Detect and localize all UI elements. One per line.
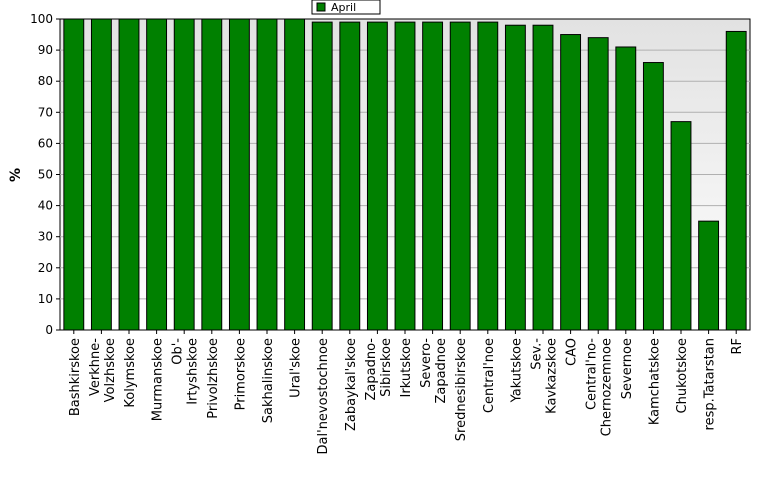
x-tick-label: Ural'skoe — [289, 338, 304, 398]
y-tick-label: 0 — [45, 323, 53, 337]
x-tick-label: Zabaykal'skoe — [344, 338, 359, 431]
x-tick-label: Bashkirskoe — [68, 338, 83, 416]
x-tick-label: Sev.- — [530, 338, 545, 370]
bar — [173, 18, 195, 331]
x-tick-label: Central'noe — [482, 338, 497, 413]
x-tick-label: Kamchatskoe — [647, 338, 662, 425]
y-tick-label: 100 — [30, 12, 53, 26]
bar — [311, 21, 333, 331]
y-tick-label: 80 — [38, 74, 53, 88]
bar — [284, 18, 306, 331]
bar — [118, 18, 140, 331]
bar — [228, 18, 250, 331]
x-tick-label: Dal'nevostochnoe — [316, 338, 331, 454]
x-tick-label: Irkutskoe — [399, 338, 414, 397]
bar — [642, 62, 664, 331]
x-tick-label: Chukotskoe — [675, 338, 690, 413]
bar — [725, 30, 747, 331]
x-tick-label: Sibirskoe — [379, 338, 394, 397]
bar — [90, 18, 112, 331]
legend-swatch-april — [316, 2, 326, 12]
y-tick-label: 90 — [38, 43, 53, 57]
x-tick-label: Verkhne- — [88, 338, 103, 396]
bar — [339, 21, 361, 331]
x-tick-label: CAO — [565, 338, 580, 366]
bar — [587, 37, 609, 331]
x-tick-label: Kavkazskoe — [545, 338, 560, 414]
x-tick-label: Yakutskoe — [509, 338, 524, 403]
bar — [256, 18, 278, 331]
x-tick-label: Severnoe — [620, 338, 635, 399]
bars — [63, 18, 747, 331]
bar — [504, 24, 526, 331]
x-tick-label: Privolzhskoe — [206, 338, 221, 419]
legend: April — [311, 0, 381, 15]
y-tick-label: 70 — [38, 105, 53, 119]
x-tick-label: Severo- — [419, 338, 434, 388]
x-tick-label: Sakhalinskoe — [261, 338, 276, 423]
legend-label-april: April — [331, 1, 356, 14]
x-tick-label: Murmanskoe — [151, 338, 166, 421]
x-tick-label: Irtyshskoe — [186, 338, 201, 405]
bar — [422, 21, 444, 331]
y-axis: 0 10 20 30 40 50 60 70 80 90 100 — [30, 12, 60, 337]
y-tick-label: 60 — [38, 136, 53, 150]
y-tick-label: 30 — [38, 230, 53, 244]
bar — [146, 18, 168, 331]
y-tick-label: 40 — [38, 199, 53, 213]
x-tick-label: Kolymskoe — [123, 338, 138, 408]
bar — [63, 18, 85, 331]
bar — [560, 34, 582, 331]
x-tick-label: Primorskoe — [233, 338, 248, 410]
x-tick-label: Central'no- — [585, 338, 600, 410]
bar — [201, 18, 223, 331]
bar — [532, 24, 554, 331]
bar — [698, 220, 720, 331]
bar — [477, 21, 499, 331]
bar — [394, 21, 416, 331]
x-tick-label: Zapadno- — [364, 338, 379, 401]
bar — [366, 21, 388, 331]
bar — [615, 46, 637, 331]
y-axis-label: % — [8, 168, 24, 182]
x-tick-label: Ob'- — [171, 338, 186, 365]
x-tick-label: Volzhskoe — [103, 338, 118, 402]
x-tick-label: Chernozemnoe — [600, 338, 615, 436]
y-tick-label: 20 — [38, 261, 53, 275]
bar — [670, 121, 692, 331]
x-tick-label: Zapadnoe — [434, 338, 449, 404]
bar — [449, 21, 471, 331]
x-tick-label: resp.Tatarstan — [703, 338, 718, 430]
x-axis: Bashkirskoe Verkhne- Volzhskoe Kolymskoe Mur… — [68, 330, 745, 454]
y-tick-label: 50 — [38, 168, 53, 182]
x-tick-label: Srednesibirskoe — [454, 338, 469, 441]
legend-box — [311, 0, 381, 15]
x-tick-label: RF — [730, 338, 745, 355]
y-tick-label: 10 — [38, 292, 53, 306]
